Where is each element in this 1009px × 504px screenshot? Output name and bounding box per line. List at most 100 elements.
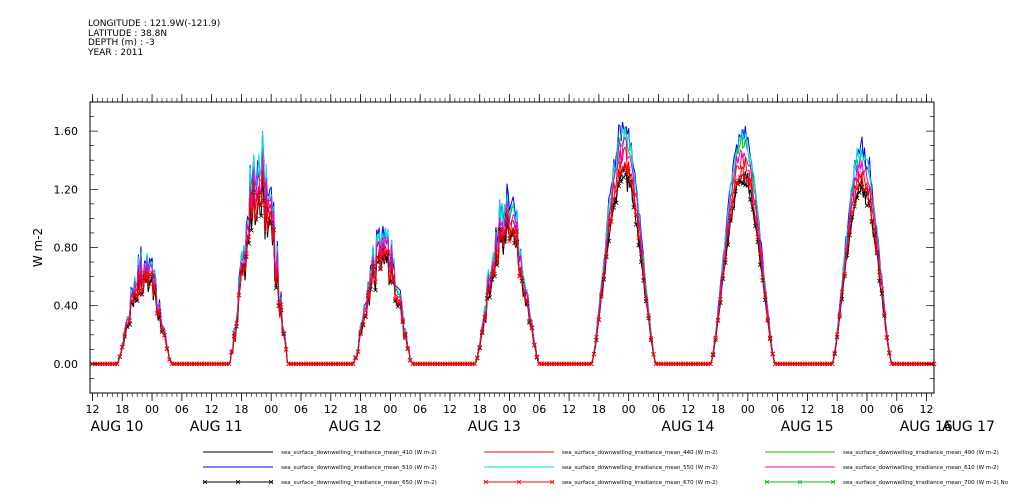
x-tick-label: 18 xyxy=(115,403,129,416)
series-marker xyxy=(591,351,597,357)
legend-marker xyxy=(235,479,241,485)
series-marker xyxy=(273,280,279,285)
x-day-label: AUG 12 xyxy=(329,419,382,435)
series-marker xyxy=(144,271,150,276)
y-tick-label: 0.40 xyxy=(54,300,79,313)
series-marker xyxy=(618,171,624,177)
series-marker xyxy=(882,311,887,316)
series-marker xyxy=(514,229,520,234)
series-marker xyxy=(609,219,614,224)
series-marker xyxy=(497,227,502,232)
series-line-3 xyxy=(92,121,934,365)
series-marker xyxy=(638,251,644,256)
series-marker xyxy=(829,361,835,367)
series-marker xyxy=(502,227,507,232)
series-marker xyxy=(877,278,882,284)
series-marker xyxy=(353,354,358,360)
legend-marker xyxy=(830,479,836,485)
legend-marker xyxy=(764,479,770,485)
latitude-text: LATITUDE : 38.8N xyxy=(88,28,168,39)
series-marker xyxy=(489,277,495,282)
series-marker xyxy=(641,274,646,279)
series-marker xyxy=(368,283,373,288)
series-marker xyxy=(504,207,510,213)
series-line-1 xyxy=(92,146,934,365)
series-marker xyxy=(249,215,254,221)
x-tick-label: 06 xyxy=(771,403,785,416)
x-tick-label: 00 xyxy=(264,403,278,416)
series-marker xyxy=(231,330,237,336)
series-marker xyxy=(149,270,155,275)
series-marker xyxy=(157,309,162,314)
year-text: YEAR : 2011 xyxy=(88,47,144,58)
legend-label: sea_surface_downwelling_irradiance_mean_… xyxy=(843,450,999,456)
series-marker xyxy=(628,180,634,185)
series-marker xyxy=(393,296,398,302)
series-marker xyxy=(268,211,274,216)
series-marker xyxy=(124,321,130,327)
legend-marker xyxy=(268,479,274,485)
series-marker xyxy=(152,283,157,288)
series-marker xyxy=(750,200,756,206)
series-marker xyxy=(512,232,517,237)
series-marker xyxy=(234,321,239,326)
series-marker xyxy=(738,180,743,185)
series-marker xyxy=(852,204,857,209)
series-marker xyxy=(487,288,492,293)
series-marker xyxy=(735,181,741,187)
series-marker xyxy=(613,200,619,205)
series-marker xyxy=(239,269,244,274)
series-marker xyxy=(119,344,125,350)
x-day-label: AUG 11 xyxy=(190,419,243,435)
series-marker xyxy=(767,335,773,340)
legend-marker xyxy=(483,479,489,485)
series-marker xyxy=(884,334,890,340)
series-marker xyxy=(375,255,381,261)
series-marker xyxy=(390,279,396,285)
series-line-5 xyxy=(92,136,934,365)
y-axis-label: W m-2 xyxy=(31,228,45,267)
series-marker xyxy=(532,342,537,348)
series-marker xyxy=(258,202,264,208)
series-marker xyxy=(643,296,649,302)
series-marker xyxy=(757,251,763,257)
series-marker xyxy=(251,180,257,185)
series-marker xyxy=(849,209,855,214)
x-tick-label: 18 xyxy=(830,403,844,416)
series-marker xyxy=(743,175,748,180)
series-marker xyxy=(139,292,145,297)
series-marker xyxy=(226,361,232,367)
series-marker xyxy=(373,279,378,284)
legend-marker xyxy=(202,479,208,485)
series-marker xyxy=(864,203,870,208)
x-day-label: AUG 17 xyxy=(942,419,995,435)
x-tick-label: 06 xyxy=(413,403,427,416)
series-marker xyxy=(745,178,751,184)
series-marker xyxy=(122,332,128,337)
series-marker xyxy=(271,227,276,233)
series-marker xyxy=(497,228,502,234)
series-marker xyxy=(601,277,607,282)
series-marker xyxy=(373,287,378,293)
series-marker xyxy=(859,171,865,176)
series-line-0 xyxy=(92,163,934,365)
y-tick-label: 0.00 xyxy=(54,358,79,371)
series-marker xyxy=(765,316,770,322)
series-marker xyxy=(723,260,728,265)
series-marker xyxy=(522,289,527,295)
y-tick-label: 1.60 xyxy=(54,125,79,138)
series-marker xyxy=(618,179,624,184)
series-marker xyxy=(159,327,165,333)
series-marker xyxy=(494,262,500,268)
series-marker xyxy=(273,285,279,291)
series-marker xyxy=(139,288,145,294)
y-tick-label: 1.20 xyxy=(54,183,79,196)
series-marker xyxy=(529,325,535,330)
series-marker xyxy=(740,181,746,186)
series-marker xyxy=(263,199,269,205)
series-marker xyxy=(266,215,272,221)
x-tick-label: 12 xyxy=(562,403,576,416)
series-marker xyxy=(241,264,247,269)
series-marker xyxy=(869,218,875,224)
